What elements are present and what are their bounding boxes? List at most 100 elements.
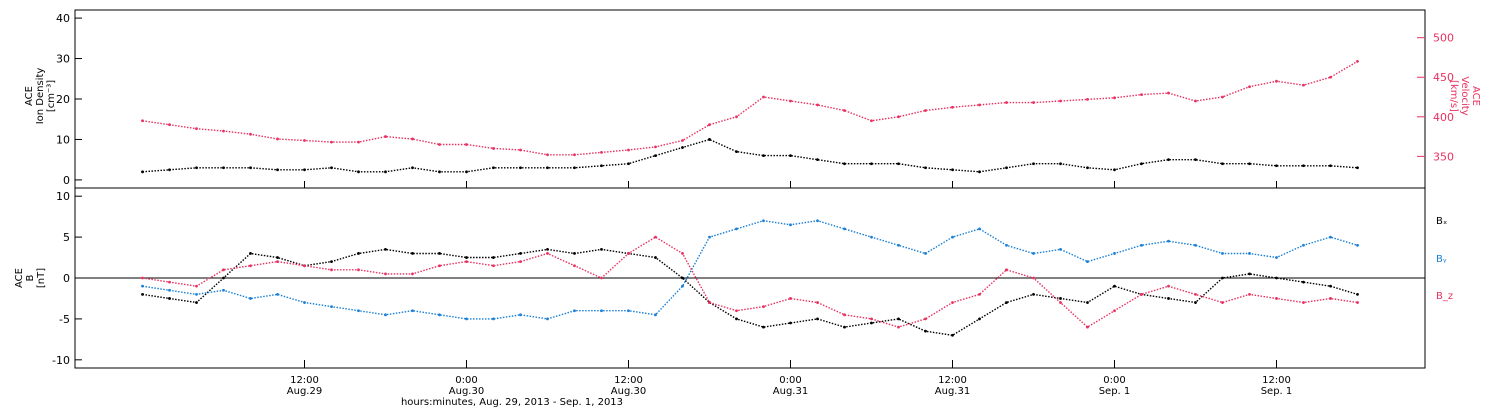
bz-point bbox=[1356, 301, 1359, 304]
bz-point bbox=[411, 272, 414, 276]
density-axis-label-line1: ACE bbox=[24, 86, 35, 106]
velocity-axis-label-line3: [km/s] bbox=[1448, 80, 1459, 112]
bx-point bbox=[1275, 276, 1278, 280]
velocity-point bbox=[1059, 99, 1062, 103]
by-point bbox=[222, 288, 225, 292]
density-tick-label: 10 bbox=[56, 133, 70, 146]
bx-point bbox=[1059, 297, 1062, 300]
bx-point bbox=[1329, 284, 1332, 288]
velocity-point bbox=[519, 148, 522, 152]
bz-point bbox=[735, 309, 738, 313]
legend-by: Bᵧ bbox=[1436, 254, 1447, 265]
bz-point bbox=[1302, 301, 1305, 304]
bx-point bbox=[546, 247, 549, 251]
bx-point bbox=[168, 297, 171, 300]
velocity-point bbox=[1194, 99, 1197, 103]
density-point bbox=[492, 166, 495, 170]
b-axis-ticks: -10 -5 0 5 10 bbox=[52, 190, 82, 367]
bz-point bbox=[1248, 292, 1251, 296]
by-point bbox=[1005, 243, 1008, 247]
density-point bbox=[708, 138, 711, 141]
velocity-point bbox=[816, 103, 819, 107]
density-point bbox=[897, 162, 900, 166]
by-point bbox=[600, 309, 603, 313]
velocity-point bbox=[1329, 75, 1332, 79]
b-tick-label: -5 bbox=[59, 313, 70, 326]
density-point bbox=[1356, 166, 1359, 170]
density-point bbox=[1248, 162, 1251, 166]
velocity-point bbox=[978, 103, 981, 107]
bz-point bbox=[1086, 325, 1089, 329]
by-point bbox=[843, 227, 846, 231]
density-point bbox=[627, 162, 630, 166]
by-point bbox=[249, 297, 252, 300]
density-point bbox=[573, 166, 576, 170]
velocity-axis-label-line1: ACE bbox=[1470, 86, 1481, 106]
by-point bbox=[762, 219, 765, 223]
bx-point bbox=[654, 256, 657, 259]
velocity-point bbox=[1032, 101, 1035, 104]
bz-point bbox=[519, 260, 522, 264]
density-point bbox=[870, 162, 873, 166]
bz-point bbox=[384, 272, 387, 276]
bz-point bbox=[762, 305, 765, 309]
density-point bbox=[843, 162, 846, 166]
bx-point bbox=[222, 276, 225, 280]
density-point bbox=[384, 170, 387, 174]
velocity-tick-label: 400 bbox=[1433, 111, 1454, 124]
density-point bbox=[168, 168, 171, 172]
x-axis-label: hours:minutes, Aug. 29, 2013 - Sep. 1, 2… bbox=[401, 397, 623, 408]
by-point bbox=[492, 317, 495, 321]
velocity-tick-label: 500 bbox=[1433, 32, 1454, 45]
velocity-series bbox=[141, 60, 1359, 157]
density-axis-ticks: 0 10 20 30 40 bbox=[56, 12, 82, 187]
density-point bbox=[465, 170, 468, 174]
bz-point bbox=[1194, 292, 1197, 296]
velocity-point bbox=[303, 139, 306, 142]
x-tick-date: Aug.29 bbox=[287, 386, 322, 397]
velocity-point bbox=[1275, 79, 1278, 83]
density-point bbox=[195, 166, 198, 170]
by-point bbox=[1167, 239, 1170, 243]
velocity-point bbox=[897, 115, 900, 119]
x-tick-time: 0:00 bbox=[779, 375, 801, 386]
bx-point bbox=[681, 276, 684, 280]
by-point bbox=[1356, 243, 1359, 247]
density-axis-label-line2: Ion Density bbox=[35, 68, 46, 125]
density-point bbox=[762, 154, 765, 158]
b-axis-label-line3: [nT] bbox=[36, 268, 47, 288]
bz-point bbox=[1329, 297, 1332, 300]
velocity-point bbox=[168, 123, 171, 127]
density-point bbox=[978, 170, 981, 174]
bz-point bbox=[276, 260, 279, 264]
by-point bbox=[1302, 243, 1305, 247]
bz-point bbox=[978, 292, 981, 296]
bx-point bbox=[141, 292, 144, 296]
bz-point bbox=[168, 280, 171, 284]
bx-point bbox=[1248, 272, 1251, 276]
density-point bbox=[1221, 162, 1224, 166]
bx-point bbox=[1302, 280, 1305, 284]
bx-point bbox=[600, 247, 603, 251]
velocity-point bbox=[735, 115, 738, 119]
top-panel: 0 10 20 30 40 350 400 450 500 ACE Ion Density [… bbox=[24, 9, 1481, 189]
x-tick-date: Aug.31 bbox=[773, 386, 808, 397]
by-point bbox=[168, 288, 171, 292]
bz-point bbox=[681, 252, 684, 255]
bz-point bbox=[924, 317, 927, 321]
bz-point bbox=[1275, 297, 1278, 300]
by-point bbox=[951, 235, 954, 239]
density-point bbox=[276, 168, 279, 172]
density-point bbox=[789, 154, 792, 158]
density-point bbox=[1302, 164, 1305, 168]
bz-point bbox=[141, 276, 144, 280]
bx-point bbox=[1086, 301, 1089, 304]
density-point bbox=[330, 166, 333, 170]
by-point bbox=[330, 305, 333, 309]
velocity-point bbox=[1248, 85, 1251, 89]
velocity-point bbox=[708, 123, 711, 127]
x-tick-date: Sep. 1 bbox=[1099, 386, 1131, 397]
density-point bbox=[1194, 158, 1197, 162]
by-point bbox=[465, 317, 468, 321]
density-point bbox=[1275, 164, 1278, 168]
